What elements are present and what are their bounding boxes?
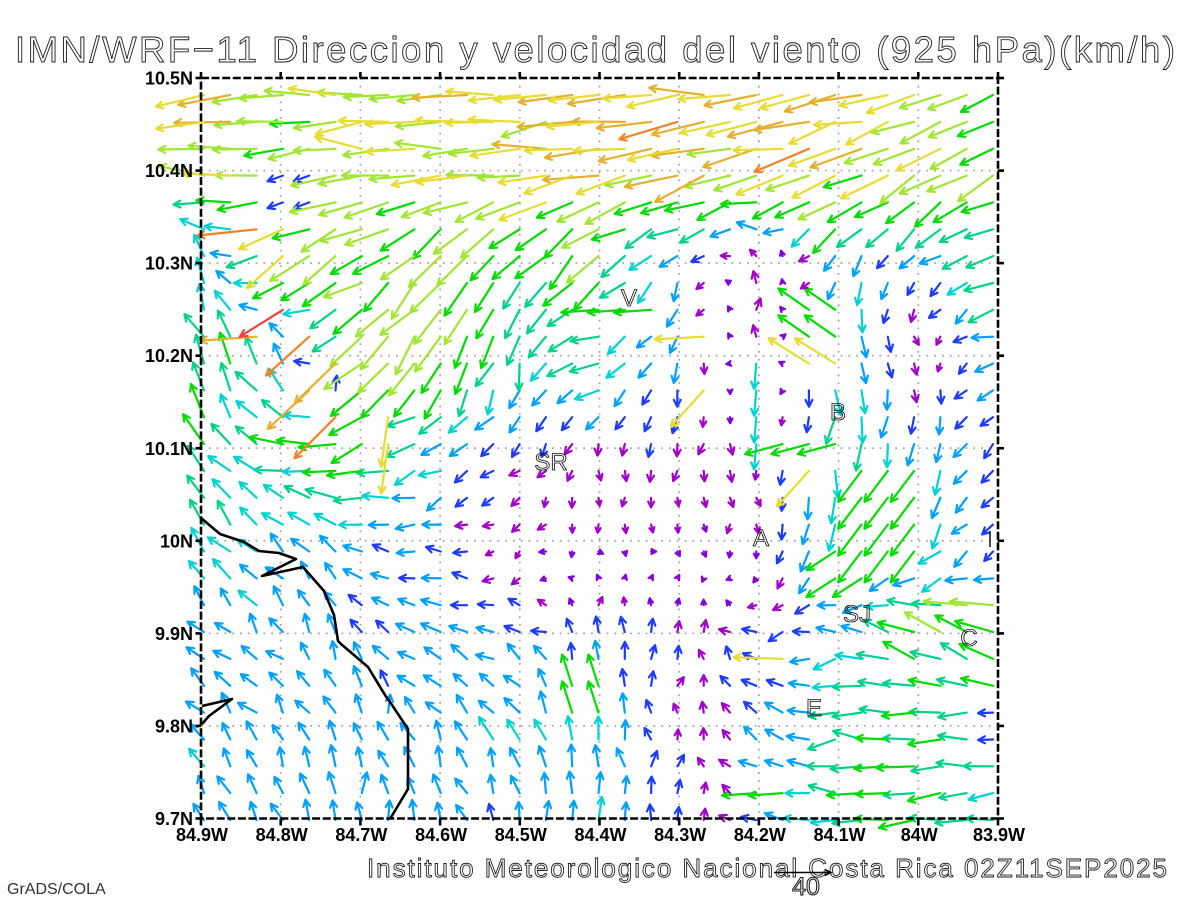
svg-text:84.3W: 84.3W [654,825,706,845]
svg-text:A: A [753,525,769,552]
svg-text:84.4W: 84.4W [574,825,626,845]
svg-text:83.9W: 83.9W [973,825,1025,845]
svg-text:10.3N: 10.3N [145,254,193,274]
svg-text:10N: 10N [160,531,193,551]
svg-text:GrADS/COLA: GrADS/COLA [7,881,106,898]
svg-text:10.1N: 10.1N [145,439,193,459]
svg-text:84.2W: 84.2W [734,825,786,845]
svg-text:SJ: SJ [843,601,871,628]
svg-text:C: C [960,625,977,652]
svg-text:10.4N: 10.4N [145,161,193,181]
svg-text:SR: SR [534,449,567,476]
svg-text:84.5W: 84.5W [495,825,547,845]
svg-text:84W: 84W [901,825,938,845]
svg-text:84.9W: 84.9W [176,825,228,845]
svg-text:10.5N: 10.5N [145,69,193,89]
svg-text:9.7N: 9.7N [155,809,193,829]
svg-text:9.9N: 9.9N [155,624,193,644]
svg-text:Instituto Meteorologico Nacion: Instituto Meteorologico Nacional Costa R… [367,853,1167,883]
svg-text:V: V [621,285,637,312]
svg-text:84.6W: 84.6W [415,825,467,845]
svg-text:9.8N: 9.8N [155,716,193,736]
svg-text:IMN/WRF−11 Direccion y velocid: IMN/WRF−11 Direccion y velocidad del vie… [15,29,1175,70]
svg-text:40: 40 [792,873,820,900]
svg-text:B: B [830,399,846,426]
svg-text:84.1W: 84.1W [814,825,866,845]
svg-text:10.2N: 10.2N [145,346,193,366]
svg-text:84.7W: 84.7W [335,825,387,845]
svg-text:84.8W: 84.8W [256,825,308,845]
svg-text:E: E [806,695,822,722]
